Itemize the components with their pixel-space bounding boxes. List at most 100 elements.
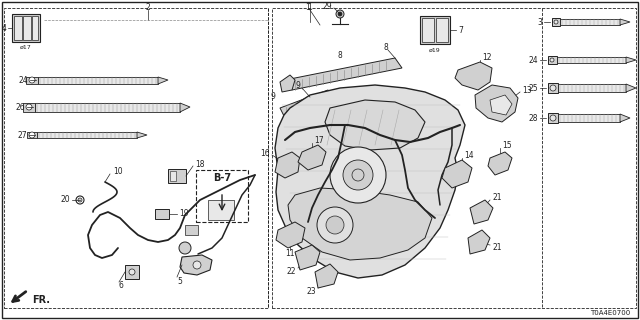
Polygon shape <box>288 188 432 260</box>
Polygon shape <box>180 103 190 112</box>
Polygon shape <box>298 145 326 170</box>
Polygon shape <box>490 95 512 115</box>
Polygon shape <box>325 100 425 150</box>
Text: 8: 8 <box>338 51 342 60</box>
Text: 4: 4 <box>1 23 6 33</box>
Bar <box>32 16 38 40</box>
Polygon shape <box>280 90 333 118</box>
Bar <box>185 225 198 235</box>
Text: B-7: B-7 <box>213 173 231 183</box>
Bar <box>170 171 176 181</box>
Bar <box>208 200 234 220</box>
Bar <box>196 170 248 222</box>
Polygon shape <box>315 264 338 288</box>
Text: FR.: FR. <box>32 295 50 305</box>
Polygon shape <box>280 75 295 92</box>
Polygon shape <box>488 152 512 175</box>
Circle shape <box>330 147 386 203</box>
Polygon shape <box>275 85 465 278</box>
Circle shape <box>317 207 353 243</box>
Polygon shape <box>37 132 137 138</box>
Text: ø17: ø17 <box>20 44 32 50</box>
Circle shape <box>338 12 342 16</box>
Text: 9: 9 <box>270 92 275 100</box>
Text: 7: 7 <box>458 26 463 35</box>
Circle shape <box>550 85 556 91</box>
Text: T0A4E0700: T0A4E0700 <box>589 310 630 316</box>
Text: 24: 24 <box>529 55 538 65</box>
Text: 29: 29 <box>323 2 332 11</box>
Bar <box>155 209 169 219</box>
Bar <box>420 16 450 44</box>
Text: 8: 8 <box>383 43 388 52</box>
Text: 3: 3 <box>537 18 542 27</box>
Polygon shape <box>125 265 139 279</box>
Text: 22: 22 <box>287 268 296 276</box>
Text: 21: 21 <box>492 193 502 202</box>
Polygon shape <box>26 77 38 84</box>
Polygon shape <box>552 18 560 26</box>
Polygon shape <box>626 57 636 63</box>
Polygon shape <box>557 57 626 63</box>
Text: 24: 24 <box>19 76 28 84</box>
Circle shape <box>550 115 556 121</box>
Polygon shape <box>620 19 630 25</box>
Bar <box>4 8 268 308</box>
Text: 13: 13 <box>522 85 532 94</box>
Text: 5: 5 <box>177 276 182 285</box>
Text: 2: 2 <box>146 3 150 12</box>
Circle shape <box>179 242 191 254</box>
Polygon shape <box>470 200 493 224</box>
Polygon shape <box>626 84 636 92</box>
Polygon shape <box>275 152 300 178</box>
Circle shape <box>129 269 135 275</box>
Polygon shape <box>295 245 320 270</box>
Text: 19: 19 <box>179 210 189 219</box>
Text: 27: 27 <box>17 131 27 140</box>
Text: 10: 10 <box>113 166 123 175</box>
Text: 17: 17 <box>314 135 324 145</box>
Circle shape <box>29 77 35 83</box>
Text: 6: 6 <box>118 282 124 291</box>
Text: 16: 16 <box>260 148 270 157</box>
Bar <box>422 18 434 42</box>
Polygon shape <box>137 132 147 138</box>
Polygon shape <box>158 77 168 84</box>
Polygon shape <box>548 83 558 93</box>
Text: 15: 15 <box>502 140 511 149</box>
Text: 18: 18 <box>195 159 205 169</box>
Polygon shape <box>620 114 630 122</box>
Text: ø19: ø19 <box>429 47 441 52</box>
Bar <box>168 169 186 183</box>
Bar <box>436 18 448 42</box>
Circle shape <box>78 198 82 202</box>
Circle shape <box>336 10 344 18</box>
Polygon shape <box>548 56 557 64</box>
Text: 1: 1 <box>308 3 312 12</box>
Polygon shape <box>548 113 558 123</box>
Polygon shape <box>455 62 492 90</box>
Circle shape <box>352 169 364 181</box>
Text: 12: 12 <box>482 52 492 61</box>
Polygon shape <box>276 222 305 248</box>
Polygon shape <box>285 58 402 90</box>
Polygon shape <box>468 230 490 254</box>
Polygon shape <box>475 85 518 122</box>
Polygon shape <box>23 103 35 112</box>
Text: 14: 14 <box>464 150 474 159</box>
Text: 20: 20 <box>60 196 70 204</box>
Text: 23: 23 <box>307 287 316 297</box>
Polygon shape <box>180 255 212 275</box>
Polygon shape <box>558 84 626 92</box>
Polygon shape <box>35 103 180 112</box>
Circle shape <box>193 261 201 269</box>
Bar <box>12 14 40 42</box>
Circle shape <box>26 104 32 110</box>
Circle shape <box>326 216 344 234</box>
Text: 26: 26 <box>15 102 25 111</box>
Polygon shape <box>560 19 620 25</box>
Polygon shape <box>38 77 158 84</box>
Polygon shape <box>558 114 620 122</box>
Text: 11: 11 <box>285 250 295 259</box>
Text: 9: 9 <box>295 81 300 90</box>
